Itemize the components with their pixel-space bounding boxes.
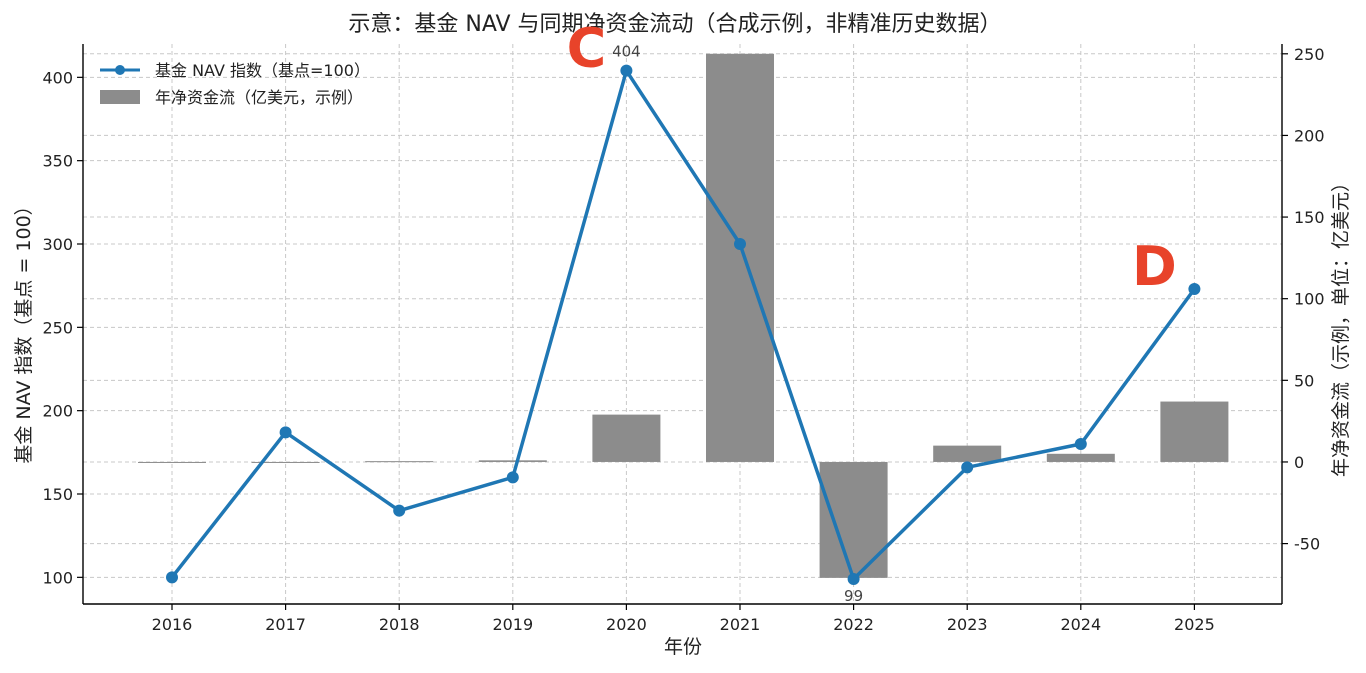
legend: 基金 NAV 指数（基点=100） 年净资金流（亿美元，示例）: [100, 61, 370, 107]
bar-2022: [819, 461, 888, 578]
nav-point-2016: [166, 571, 178, 584]
bar-2024: [1046, 453, 1115, 462]
left-y-tick-label: 350: [42, 152, 73, 171]
right-y-tick-label: 250: [1294, 45, 1325, 64]
x-tick-label: 2017: [265, 615, 306, 634]
x-tick-label: 2020: [606, 615, 647, 634]
legend-bar-swatch: [100, 90, 140, 104]
x-tick-label: 2025: [1174, 615, 1215, 634]
nav-point-2018: [393, 504, 406, 517]
data-label: 404: [612, 43, 641, 61]
bar-2023: [933, 445, 1002, 462]
axis-ticks: 2016 2017 2018 2019 2020 2021 2022 2023 2024 2025…: [42, 45, 1324, 634]
nav-point-2023: [961, 461, 974, 474]
bar-2019: [478, 460, 547, 462]
nav-line: [170, 68, 1196, 581]
x-tick-label: 2024: [1060, 615, 1101, 634]
nav-point-2020: [620, 64, 633, 77]
bar-2018: [365, 461, 434, 463]
data-labels: 404 99: [612, 43, 863, 605]
x-tick-label: 2022: [833, 615, 874, 634]
grid: [83, 44, 1282, 604]
bar-2016: [138, 461, 206, 463]
nav-point-2022: [847, 573, 860, 585]
legend-entry-flow: 年净资金流（亿美元，示例）: [155, 88, 363, 107]
annotation-C: C: [567, 17, 607, 80]
x-axis-label: 年份: [664, 636, 702, 658]
bar-2021: [706, 53, 774, 462]
left-y-tick-label: 200: [42, 402, 73, 421]
left-y-tick-label: 150: [42, 485, 73, 504]
nav-point-2024: [1074, 438, 1087, 450]
legend-entry-nav: 基金 NAV 指数（基点=100）: [155, 61, 370, 80]
nav-point-2017: [279, 426, 292, 439]
bar-2017: [251, 461, 320, 463]
left-y-tick-label: 400: [42, 68, 73, 87]
right-y-tick-label: -50: [1294, 535, 1320, 554]
left-y-tick-label: 100: [42, 568, 73, 587]
right-y-axis-label: 年净资金流（示例，单位：亿美元）: [1330, 173, 1352, 477]
bar-2025: [1160, 401, 1229, 462]
right-y-tick-label: 100: [1294, 290, 1325, 309]
nav-point-2025: [1188, 283, 1201, 295]
left-y-axis-label: 基金 NAV 指数（基点 = 100）: [13, 196, 35, 463]
nav-point-2021: [734, 238, 746, 250]
left-y-tick-label: 250: [42, 318, 73, 337]
data-label: 99: [844, 587, 863, 605]
left-y-tick-label: 300: [42, 235, 73, 254]
legend-line-marker: [115, 65, 125, 75]
chart-title: 示意：基金 NAV 与同期净资金流动（合成示例，非精准历史数据）: [348, 12, 1001, 37]
x-tick-label: 2018: [379, 615, 420, 634]
line-series: [166, 64, 1201, 585]
annotations: CD: [567, 17, 1177, 298]
annotation-D: D: [1132, 235, 1177, 298]
x-tick-label: 2019: [492, 615, 533, 634]
right-y-tick-label: 150: [1294, 208, 1325, 227]
nav-point-2019: [506, 471, 519, 484]
right-y-tick-label: 50: [1294, 371, 1314, 390]
bar-series: [138, 53, 1229, 578]
bar-2020: [592, 414, 661, 462]
x-tick-label: 2021: [720, 615, 761, 634]
right-y-tick-label: 200: [1294, 126, 1325, 145]
x-tick-label: 2016: [152, 615, 193, 634]
right-y-tick-label: 0: [1294, 453, 1304, 472]
x-tick-label: 2023: [947, 615, 988, 634]
